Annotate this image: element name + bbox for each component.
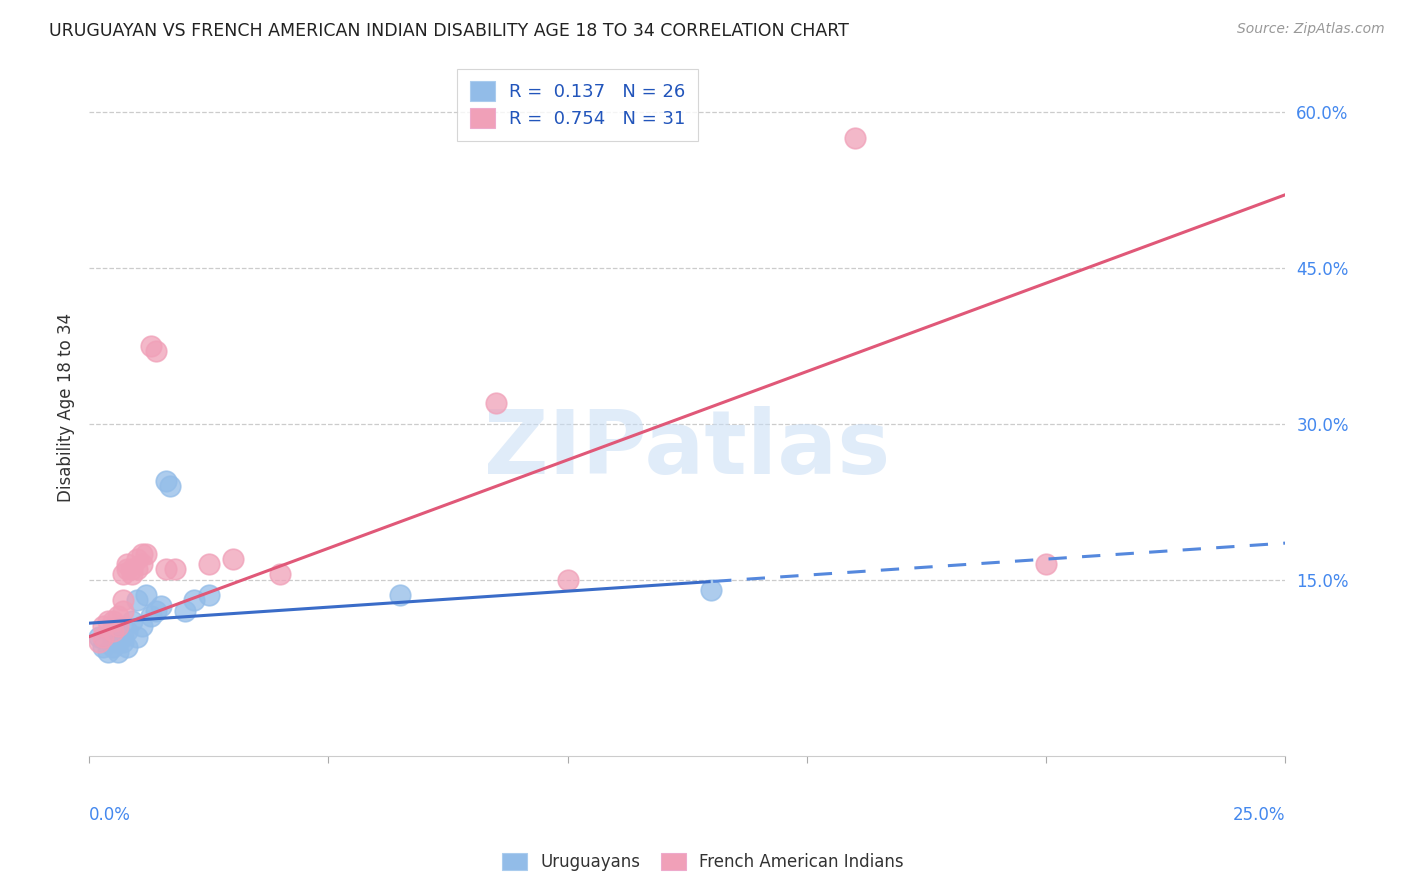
Point	[197, 588, 219, 602]
Point	[121, 614, 143, 628]
Point	[111, 635, 134, 649]
Point	[101, 630, 124, 644]
Point	[131, 557, 153, 571]
Point	[197, 557, 219, 571]
Point	[111, 567, 134, 582]
Point	[117, 640, 139, 654]
Point	[97, 645, 120, 659]
Point	[125, 551, 148, 566]
Legend: Uruguayans, French American Indians: Uruguayans, French American Indians	[494, 845, 912, 880]
Text: URUGUAYAN VS FRENCH AMERICAN INDIAN DISABILITY AGE 18 TO 34 CORRELATION CHART: URUGUAYAN VS FRENCH AMERICAN INDIAN DISA…	[49, 22, 849, 40]
Point	[93, 619, 115, 633]
Point	[111, 593, 134, 607]
Point	[117, 557, 139, 571]
Point	[485, 395, 508, 409]
Legend: R =  0.137   N = 26, R =  0.754   N = 31: R = 0.137 N = 26, R = 0.754 N = 31	[457, 69, 699, 141]
Point	[159, 479, 181, 493]
Point	[131, 619, 153, 633]
Point	[165, 562, 187, 576]
Point	[183, 593, 205, 607]
Point	[269, 567, 291, 582]
Point	[221, 551, 243, 566]
Point	[173, 604, 195, 618]
Point	[87, 630, 110, 644]
Point	[101, 624, 124, 639]
Point	[141, 608, 163, 623]
Point	[844, 130, 866, 145]
Point	[125, 630, 148, 644]
Point	[93, 630, 115, 644]
Point	[111, 604, 134, 618]
Text: Source: ZipAtlas.com: Source: ZipAtlas.com	[1237, 22, 1385, 37]
Point	[107, 635, 129, 649]
Text: 25.0%: 25.0%	[1233, 806, 1285, 824]
Point	[117, 562, 139, 576]
Point	[101, 640, 124, 654]
Point	[149, 599, 172, 613]
Point	[93, 640, 115, 654]
Point	[145, 343, 167, 358]
Point	[135, 547, 157, 561]
Text: ZIPatlas: ZIPatlas	[484, 406, 890, 493]
Point	[107, 645, 129, 659]
Point	[145, 604, 167, 618]
Point	[135, 588, 157, 602]
Point	[107, 619, 129, 633]
Point	[700, 582, 723, 597]
Point	[141, 338, 163, 352]
Point	[1035, 557, 1057, 571]
Text: 0.0%: 0.0%	[89, 806, 131, 824]
Point	[117, 624, 139, 639]
Point	[87, 635, 110, 649]
Point	[155, 562, 177, 576]
Point	[97, 614, 120, 628]
Point	[131, 547, 153, 561]
Point	[125, 562, 148, 576]
Point	[121, 567, 143, 582]
Point	[121, 562, 143, 576]
Point	[111, 630, 134, 644]
Point	[389, 588, 412, 602]
Point	[101, 614, 124, 628]
Point	[107, 608, 129, 623]
Y-axis label: Disability Age 18 to 34: Disability Age 18 to 34	[58, 313, 75, 502]
Point	[155, 474, 177, 488]
Point	[557, 573, 579, 587]
Point	[125, 593, 148, 607]
